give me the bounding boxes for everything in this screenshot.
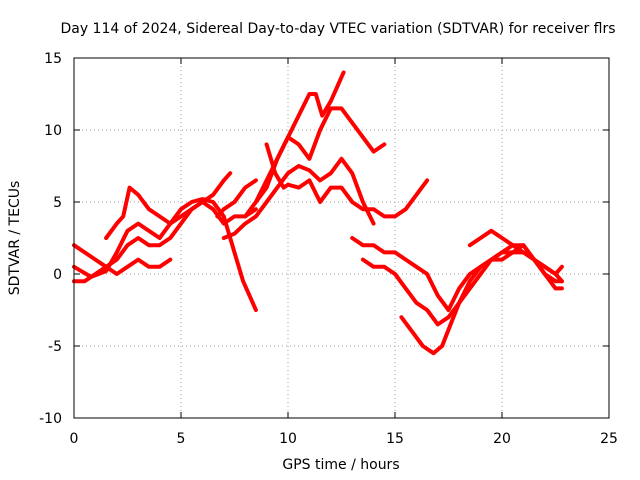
chart-title: Day 114 of 2024, Sidereal Day-to-day VTE… — [60, 21, 615, 37]
y-tick-label: 5 — [53, 195, 62, 211]
series-layer — [72, 70, 564, 356]
y-tick-label: -10 — [39, 411, 62, 427]
y-axis-label: SDTVAR / TECUs — [7, 181, 23, 296]
series-track-11 — [72, 243, 173, 276]
series-track-12 — [104, 171, 233, 240]
x-axis-label: GPS time / hours — [282, 457, 399, 473]
y-tick-label: -5 — [48, 339, 62, 355]
y-tick-labels: -10 -5 0 5 10 15 — [39, 51, 62, 427]
y-tick-label: 0 — [53, 267, 62, 283]
series-track-13 — [215, 178, 258, 219]
x-tick-labels: 0 5 10 15 20 25 — [70, 431, 618, 447]
series-track-3 — [243, 106, 387, 219]
x-tick-label: 15 — [386, 431, 404, 447]
x-tick-label: 25 — [600, 431, 618, 447]
series-track-5 — [264, 142, 430, 219]
plot-frame — [73, 57, 610, 419]
x-tick-label: 5 — [177, 431, 186, 447]
series-track-2 — [221, 156, 376, 240]
series-track-10 — [72, 200, 258, 284]
y-tick-label: 15 — [44, 51, 62, 67]
grid — [74, 58, 609, 418]
y-tick-label: 10 — [44, 123, 62, 139]
x-tick-label: 0 — [70, 431, 79, 447]
x-tick-label: 20 — [493, 431, 511, 447]
series-track-1 — [72, 197, 258, 312]
series-track-9 — [467, 228, 564, 284]
x-tick-label: 10 — [279, 431, 297, 447]
ticks — [73, 57, 610, 419]
